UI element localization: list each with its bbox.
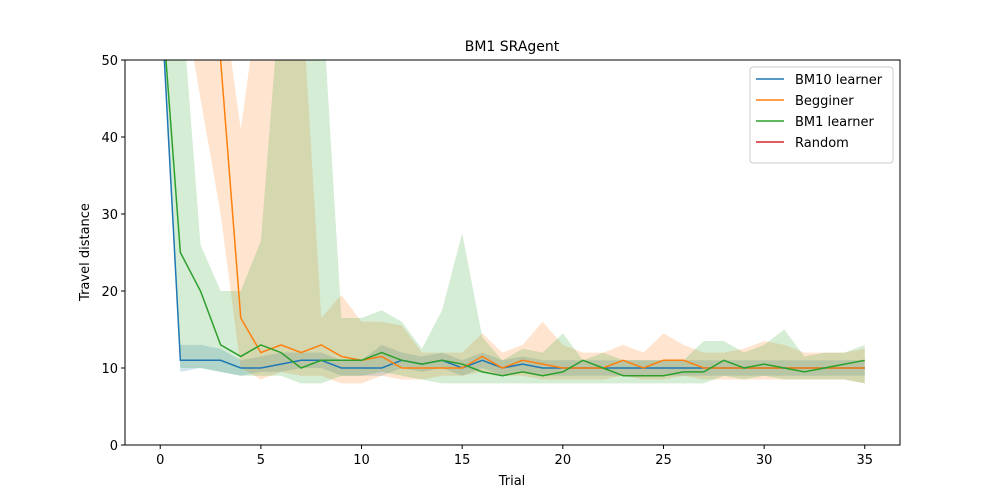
y-tick-label: 40 <box>101 131 118 146</box>
legend-label: Begginer <box>795 94 854 109</box>
x-tick-label: 5 <box>257 453 265 468</box>
x-axis-label: Trial <box>498 474 526 489</box>
axes-frame <box>124 59 901 446</box>
x-tick-label: 20 <box>555 453 572 468</box>
y-tick-label: 30 <box>101 208 118 223</box>
y-tick-label: 50 <box>101 54 118 69</box>
plot-area <box>163 60 865 384</box>
legend: BM10 learner Begginer BM1 learner Random <box>749 66 894 164</box>
x-tick-label: 25 <box>655 453 672 468</box>
x-tick-label: 15 <box>454 453 471 468</box>
chart-title: BM1 SRAgent <box>465 39 560 55</box>
legend-label: BM10 learner <box>795 73 883 88</box>
confidence-band <box>193 60 865 384</box>
x-tick-label: 0 <box>156 453 164 468</box>
x-tick-label: 35 <box>856 453 873 468</box>
series-line <box>165 60 865 377</box>
y-tick-label: 0 <box>110 439 118 454</box>
x-tick-label: 10 <box>353 453 370 468</box>
legend-label: BM1 learner <box>795 115 874 130</box>
y-tick-label: 10 <box>101 362 118 377</box>
y-axis-label: Travel distance <box>78 203 93 302</box>
y-tick-label: 20 <box>101 285 118 300</box>
x-tick-label: 30 <box>756 453 773 468</box>
legend-label: Random <box>795 136 849 151</box>
confidence-band <box>164 60 865 384</box>
legend-frame <box>749 66 894 164</box>
